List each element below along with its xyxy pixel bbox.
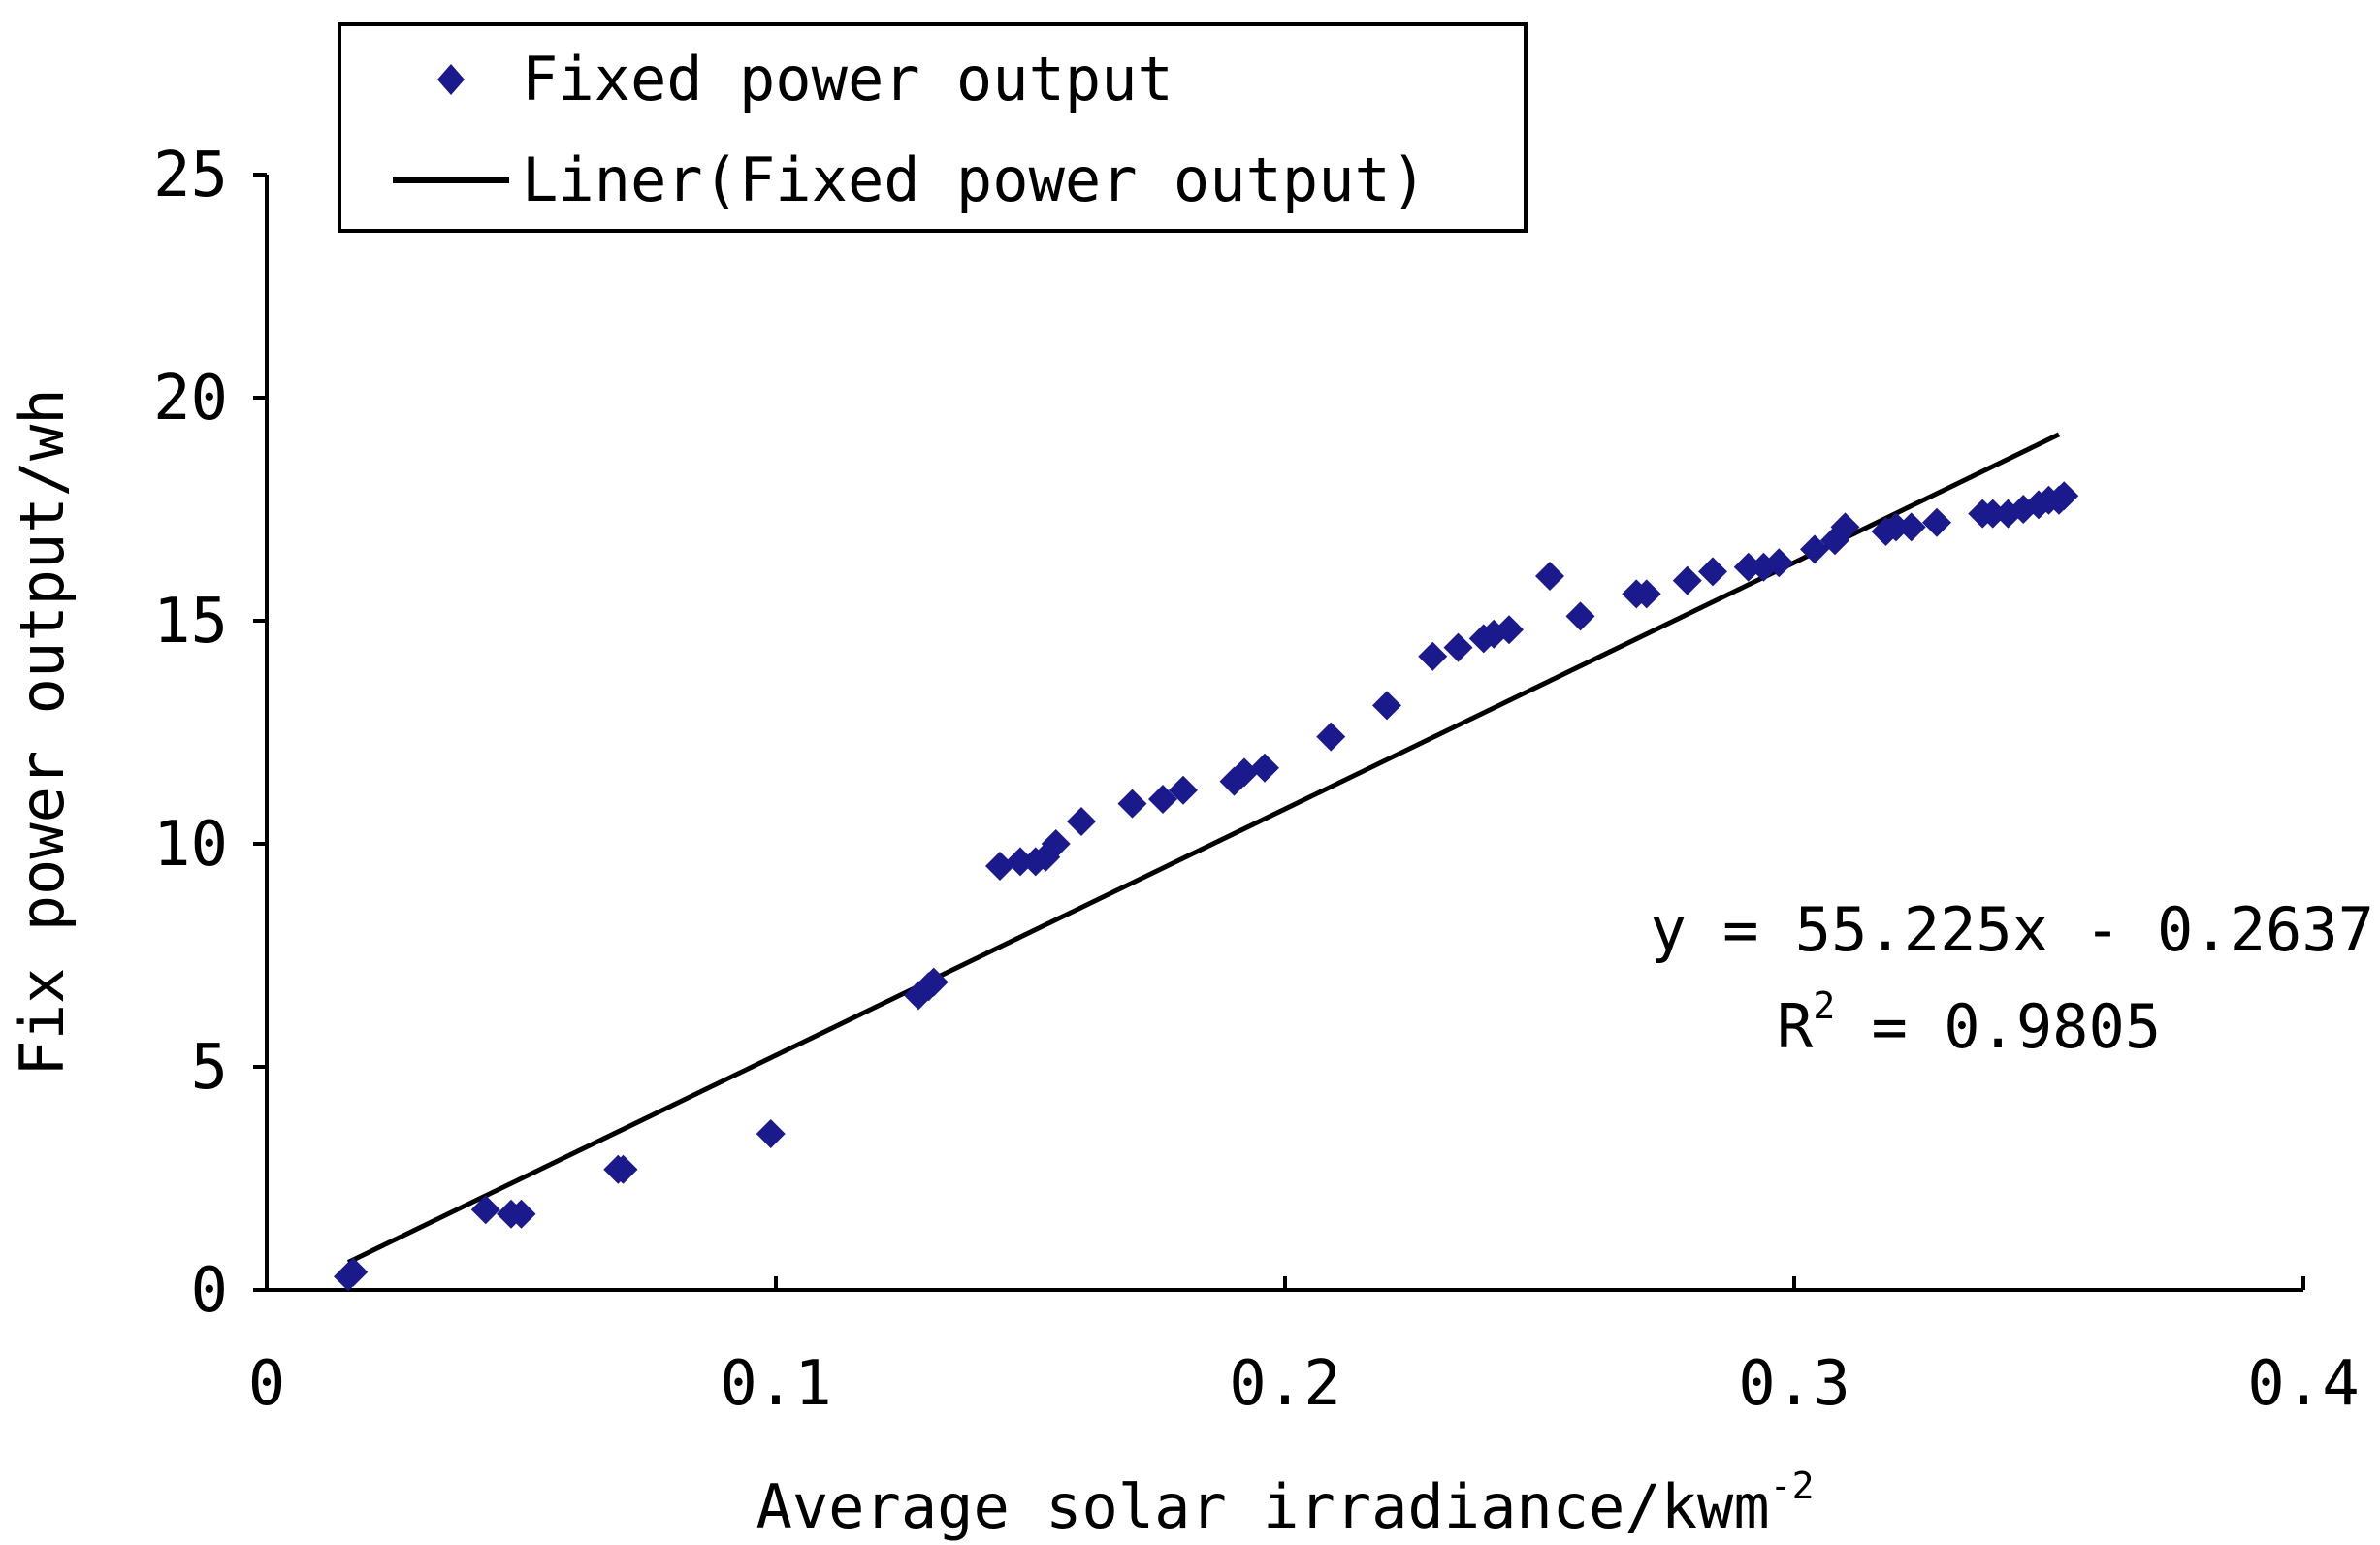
r-squared-value: = 0.9805 bbox=[1835, 991, 2161, 1062]
data-point bbox=[1733, 552, 1763, 582]
axes bbox=[265, 175, 2303, 1292]
y-tick-label: 15 bbox=[153, 586, 228, 658]
x-tick-label: 0.4 bbox=[2247, 1348, 2360, 1420]
y-axis-title: Fix power output/wh bbox=[7, 388, 78, 1076]
legend-label-scatter: Fixed power output bbox=[522, 44, 1174, 114]
data-point bbox=[1896, 512, 1926, 542]
legend-diamond-marker bbox=[437, 64, 465, 95]
regression-equation: y = 55.225x - 0.2637 bbox=[1650, 894, 2374, 965]
x-tick-label: 0.1 bbox=[720, 1348, 832, 1420]
x-tick-label: 0 bbox=[248, 1348, 286, 1420]
y-tick-label: 0 bbox=[190, 1255, 228, 1327]
y-ticks: 0 5 10 15 20 25 bbox=[153, 140, 267, 1327]
x-axis-title: Average solar irradiance/kwm-2 bbox=[756, 1465, 1815, 1542]
data-point bbox=[1978, 499, 2008, 529]
data-point bbox=[1067, 807, 1096, 836]
data-point bbox=[1230, 757, 1259, 788]
data-point bbox=[1250, 753, 1279, 783]
x-tick-label: 0.3 bbox=[1738, 1348, 1850, 1420]
y-tick-label: 20 bbox=[153, 363, 228, 435]
data-point bbox=[1698, 557, 1727, 587]
regression-annotation: y = 55.225x - 0.2637 R2 = 0.9805 bbox=[1650, 894, 2374, 1062]
data-point bbox=[2049, 481, 2079, 511]
x-tick-label: 0.2 bbox=[1229, 1348, 1341, 1420]
x-axis-title-superscript: -2 bbox=[1770, 1465, 1815, 1507]
legend-box bbox=[338, 22, 1528, 233]
trendline-layer bbox=[346, 432, 2061, 1265]
data-point bbox=[1764, 548, 1794, 578]
data-point bbox=[1495, 615, 1524, 645]
data-point bbox=[1117, 789, 1147, 819]
r-squared-label: R bbox=[1777, 991, 1814, 1062]
legend: Fixed power output Liner(Fixed power out… bbox=[338, 22, 1528, 233]
data-point bbox=[1535, 562, 1564, 591]
y-tick-label: 25 bbox=[153, 140, 228, 211]
data-point bbox=[918, 967, 949, 997]
y-tick-label: 10 bbox=[153, 809, 228, 881]
r-squared-text: R2 = 0.9805 bbox=[1777, 984, 2161, 1062]
data-point bbox=[338, 1257, 369, 1287]
points-layer bbox=[334, 481, 2079, 1292]
x-ticks: 0 0.1 0.2 0.3 0.4 bbox=[248, 1276, 2360, 1420]
data-point bbox=[1418, 641, 1448, 671]
data-point bbox=[1316, 722, 1346, 752]
trendline bbox=[346, 432, 2061, 1265]
data-point bbox=[1631, 579, 1661, 609]
data-point bbox=[608, 1154, 638, 1184]
legend-label-trendline: Liner(Fixed power output) bbox=[522, 145, 1427, 215]
r-squared-superscript: 2 bbox=[1813, 984, 1835, 1027]
data-point bbox=[985, 852, 1014, 881]
y-tick-label: 5 bbox=[190, 1032, 228, 1104]
data-point bbox=[1006, 847, 1035, 877]
data-point bbox=[1565, 601, 1595, 631]
data-point bbox=[756, 1119, 786, 1148]
data-point bbox=[1672, 565, 1702, 595]
data-point bbox=[1881, 512, 1911, 542]
data-point bbox=[470, 1195, 500, 1225]
data-point bbox=[1443, 632, 1473, 662]
data-point bbox=[1830, 512, 1860, 542]
data-point bbox=[1372, 691, 1401, 721]
data-point bbox=[506, 1199, 536, 1229]
data-point bbox=[1922, 507, 1951, 537]
data-point bbox=[1800, 534, 1829, 564]
data-point bbox=[1041, 829, 1071, 858]
x-axis-title-text: Average solar irradiance/kwm bbox=[756, 1471, 1770, 1542]
data-point bbox=[1169, 775, 1198, 805]
data-point bbox=[1148, 785, 1177, 814]
